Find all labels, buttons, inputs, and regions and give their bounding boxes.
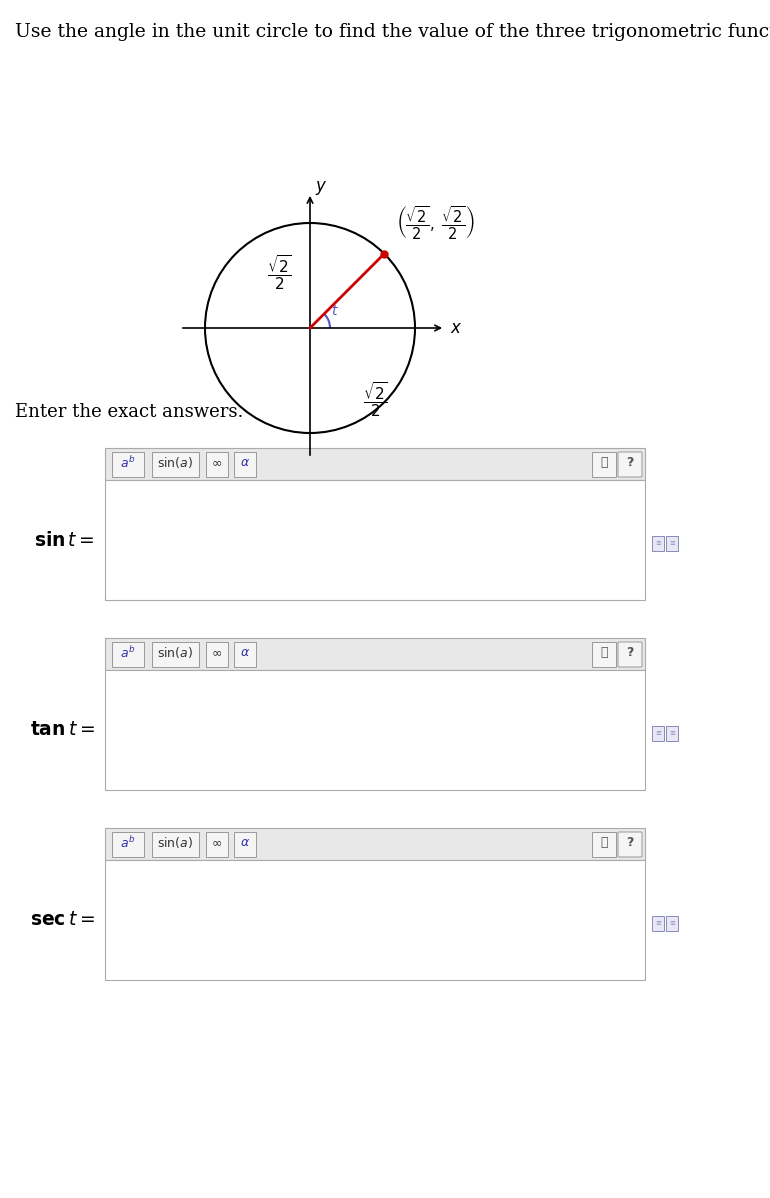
- FancyBboxPatch shape: [105, 828, 645, 860]
- FancyBboxPatch shape: [105, 480, 645, 600]
- FancyBboxPatch shape: [618, 452, 642, 477]
- FancyBboxPatch shape: [206, 452, 228, 477]
- Text: $\infty$: $\infty$: [212, 456, 223, 470]
- FancyBboxPatch shape: [652, 916, 664, 931]
- Text: $a^b$: $a^b$: [120, 645, 136, 661]
- FancyBboxPatch shape: [152, 452, 199, 477]
- Text: 🗑: 🗑: [601, 647, 608, 660]
- FancyBboxPatch shape: [666, 536, 678, 551]
- FancyBboxPatch shape: [652, 726, 664, 742]
- Text: ≡: ≡: [669, 540, 675, 546]
- FancyBboxPatch shape: [105, 670, 645, 789]
- FancyBboxPatch shape: [112, 642, 144, 667]
- Text: $\infty$: $\infty$: [212, 647, 223, 660]
- FancyBboxPatch shape: [592, 831, 616, 857]
- FancyBboxPatch shape: [652, 536, 664, 551]
- FancyBboxPatch shape: [592, 642, 616, 667]
- Text: $a^b$: $a^b$: [120, 455, 136, 471]
- Text: Use the angle in the unit circle to find the value of the three trigonometric fu: Use the angle in the unit circle to find…: [15, 23, 770, 41]
- Text: $\left(\dfrac{\sqrt{2}}{2},\ \dfrac{\sqrt{2}}{2}\right)$: $\left(\dfrac{\sqrt{2}}{2},\ \dfrac{\sqr…: [397, 205, 475, 242]
- Text: $\mathbf{tan}\,t =$: $\mathbf{tan}\,t =$: [30, 721, 95, 739]
- Text: ?: ?: [626, 456, 634, 470]
- Text: ≡: ≡: [669, 731, 675, 737]
- Text: 🗑: 🗑: [601, 456, 608, 470]
- Text: $\alpha$: $\alpha$: [240, 456, 250, 470]
- Text: $\mathbf{sin}\,t =$: $\mathbf{sin}\,t =$: [35, 531, 95, 550]
- Text: $\mathbf{sec}\,t =$: $\mathbf{sec}\,t =$: [30, 910, 95, 928]
- FancyBboxPatch shape: [206, 831, 228, 857]
- FancyBboxPatch shape: [152, 642, 199, 667]
- Text: $\sin(a)$: $\sin(a)$: [157, 646, 193, 660]
- Text: ?: ?: [626, 647, 634, 660]
- Text: Enter the exact answers.: Enter the exact answers.: [15, 403, 243, 420]
- FancyBboxPatch shape: [234, 831, 256, 857]
- Text: ≡: ≡: [655, 540, 661, 546]
- Text: ?: ?: [626, 836, 634, 849]
- Text: $t$: $t$: [331, 304, 339, 317]
- FancyBboxPatch shape: [234, 642, 256, 667]
- FancyBboxPatch shape: [206, 642, 228, 667]
- FancyBboxPatch shape: [112, 452, 144, 477]
- Text: ≡: ≡: [655, 731, 661, 737]
- Text: $\infty$: $\infty$: [212, 836, 223, 849]
- Text: $\dfrac{\sqrt{2}}{2}$: $\dfrac{\sqrt{2}}{2}$: [363, 380, 387, 418]
- FancyBboxPatch shape: [105, 639, 645, 670]
- FancyBboxPatch shape: [234, 452, 256, 477]
- FancyBboxPatch shape: [112, 831, 144, 857]
- Text: 🗑: 🗑: [601, 836, 608, 849]
- FancyBboxPatch shape: [618, 831, 642, 857]
- FancyBboxPatch shape: [666, 916, 678, 931]
- FancyBboxPatch shape: [618, 642, 642, 667]
- FancyBboxPatch shape: [152, 831, 199, 857]
- Text: ≡: ≡: [655, 920, 661, 926]
- FancyBboxPatch shape: [666, 726, 678, 742]
- Text: $y$: $y$: [315, 179, 327, 196]
- Text: ≡: ≡: [669, 920, 675, 926]
- Text: $\dfrac{\sqrt{2}}{2}$: $\dfrac{\sqrt{2}}{2}$: [267, 254, 292, 292]
- FancyBboxPatch shape: [105, 448, 645, 480]
- Text: $\sin(a)$: $\sin(a)$: [157, 835, 193, 851]
- Text: $\alpha$: $\alpha$: [240, 647, 250, 660]
- FancyBboxPatch shape: [105, 860, 645, 980]
- FancyBboxPatch shape: [592, 452, 616, 477]
- Text: $a^b$: $a^b$: [120, 835, 136, 851]
- Text: $\alpha$: $\alpha$: [240, 836, 250, 849]
- Text: $\sin(a)$: $\sin(a)$: [157, 455, 193, 471]
- Text: $x$: $x$: [450, 319, 463, 337]
